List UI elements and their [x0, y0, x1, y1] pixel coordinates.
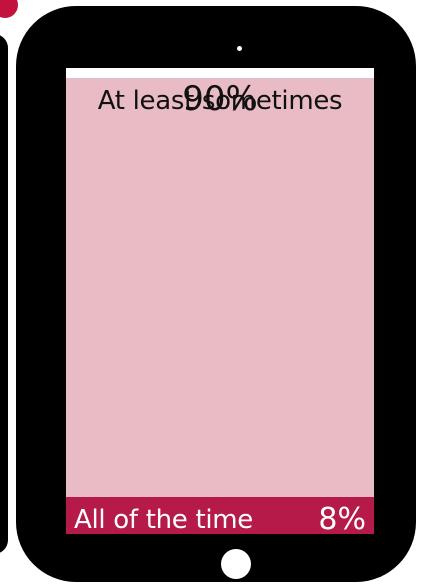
bar-at-least-sometimes [66, 78, 374, 497]
chart-screen: 90% At least sometimes All of the time 8… [66, 68, 374, 537]
adjacent-device-edge [0, 34, 8, 554]
value-label-all-of-the-time: 8% [318, 502, 366, 537]
camera-dot-icon [237, 46, 242, 51]
home-button-icon [221, 549, 251, 579]
category-label-at-least-sometimes: At least sometimes [97, 86, 343, 116]
bar-all-of-the-time [66, 497, 374, 534]
category-label-all-of-the-time: All of the time [74, 505, 253, 535]
accent-corner-mark [0, 0, 18, 18]
value-label-at-least-sometimes: 90% [182, 79, 258, 119]
